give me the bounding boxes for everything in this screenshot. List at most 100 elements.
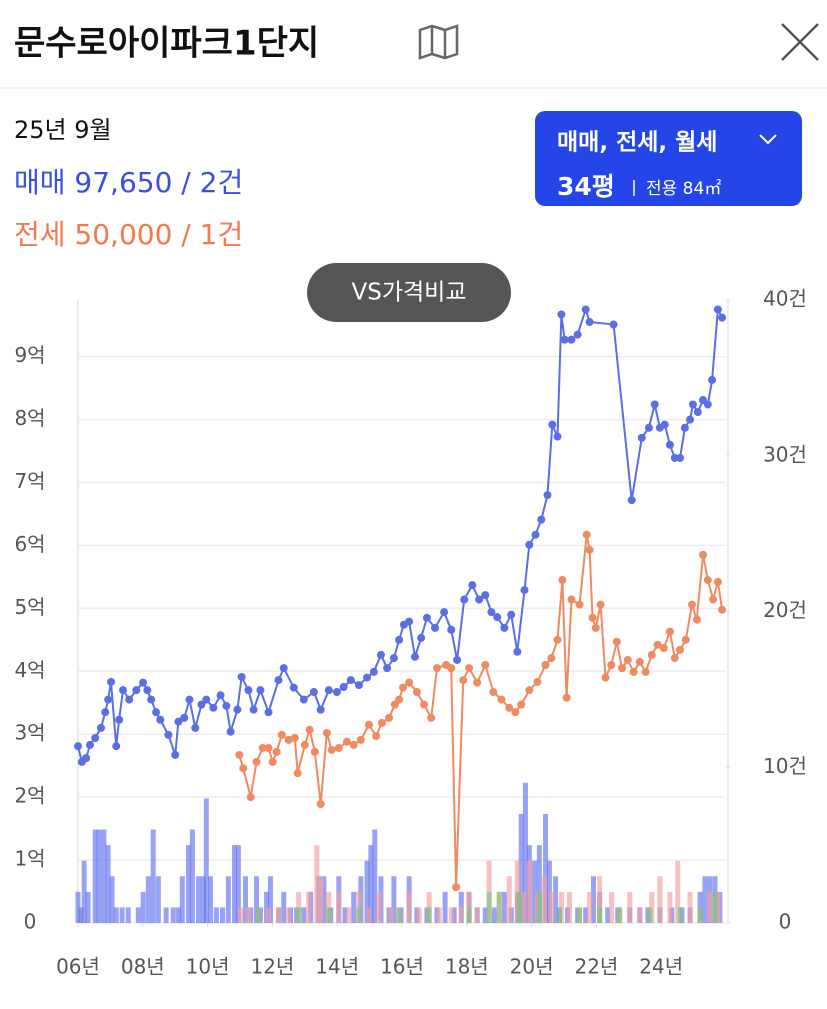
price-point <box>258 744 267 753</box>
y2-tick-label: 20건 <box>763 598 807 622</box>
price-point <box>507 610 516 619</box>
price-point <box>252 757 261 766</box>
price-point <box>520 586 529 595</box>
volume-bar <box>702 876 708 923</box>
volume-bar <box>482 907 488 923</box>
y2-tick-label: 30건 <box>763 442 807 466</box>
price-point <box>698 550 707 559</box>
price-point <box>369 667 378 676</box>
price-point <box>290 733 299 742</box>
y-tick-label: 7억 <box>14 469 45 493</box>
volume-bar <box>536 891 542 923</box>
compare-button[interactable]: VS가격비교 <box>307 263 511 322</box>
price-point <box>101 708 110 717</box>
volume-bar <box>466 907 472 923</box>
volume-bar <box>587 891 593 923</box>
jeonse-summary: 전세 50,000 / 1건 <box>14 218 243 251</box>
price-point <box>525 686 534 695</box>
volume-bar <box>203 798 209 923</box>
volume-bar <box>526 860 532 923</box>
price-point <box>85 740 94 749</box>
filter-bg <box>535 111 802 206</box>
volume-bar <box>605 907 611 923</box>
price-point <box>517 700 526 709</box>
title: 문수로아이파크1단지 <box>14 24 319 64</box>
price-point <box>460 595 469 604</box>
price-point <box>627 496 636 505</box>
price-point <box>560 335 569 344</box>
price-point <box>395 695 404 704</box>
price-point <box>681 635 690 644</box>
volume-bar <box>225 876 231 923</box>
price-point <box>665 627 674 636</box>
price-point <box>650 400 659 409</box>
volume-bar <box>436 907 442 923</box>
price-point <box>596 600 605 609</box>
volume-bar <box>617 907 623 923</box>
price-point <box>641 667 650 676</box>
close-button[interactable] <box>781 23 819 61</box>
price-point <box>412 688 421 697</box>
y2-tick-label: 10건 <box>763 754 807 778</box>
price-point <box>233 705 242 714</box>
price-point <box>104 695 113 704</box>
price-point <box>284 735 293 744</box>
volume-bar <box>326 907 332 923</box>
price-point <box>383 664 392 673</box>
volume-bar <box>78 907 84 923</box>
price-point <box>703 400 712 409</box>
price-point <box>185 695 194 704</box>
volume-bar <box>113 907 119 923</box>
price-point <box>547 654 556 663</box>
volume-bar <box>376 891 382 923</box>
price-point <box>713 305 722 314</box>
price-point <box>543 491 552 500</box>
price-point <box>299 695 308 704</box>
volume-bar <box>458 907 464 923</box>
map-icon[interactable] <box>418 24 459 60</box>
price-point <box>644 423 653 432</box>
price-point <box>244 686 253 695</box>
price-point <box>548 420 557 429</box>
price-point <box>427 713 436 722</box>
volume-bar <box>150 829 156 923</box>
price-point <box>216 691 225 700</box>
price-point <box>601 673 610 682</box>
price-point <box>567 595 576 604</box>
price-point <box>708 375 717 384</box>
price-point <box>152 708 161 717</box>
price-point <box>264 744 273 753</box>
price-point <box>481 591 490 600</box>
filter-button[interactable]: 매매, 전세, 월세 34평 전용 84㎡ <box>535 111 802 206</box>
volume-bar <box>627 891 633 923</box>
volume-bar <box>396 907 402 923</box>
price-point <box>609 320 618 329</box>
price-point <box>647 650 656 659</box>
volume-bar <box>543 813 549 923</box>
price-point <box>525 540 534 549</box>
volume-bar <box>542 876 548 923</box>
price-point <box>585 318 594 327</box>
price-point <box>670 654 679 663</box>
price-point <box>119 686 128 695</box>
chevron <box>759 134 777 145</box>
volume-bar <box>281 891 287 923</box>
price-point <box>322 728 331 737</box>
price-point <box>487 608 496 617</box>
price-point <box>139 678 148 687</box>
price-point <box>440 608 449 617</box>
volume-bar <box>105 845 111 923</box>
volume-bar <box>238 907 244 923</box>
price-point <box>246 793 255 802</box>
volume-bar <box>536 845 542 923</box>
price-point <box>342 737 351 746</box>
price-point <box>703 576 712 585</box>
x-tick-label: 16년 <box>380 955 424 979</box>
volume-bar <box>548 891 554 923</box>
filter-size: 34평 <box>557 172 615 201</box>
price-point <box>493 613 502 622</box>
price-point <box>475 595 484 604</box>
volume-bar <box>314 845 320 923</box>
volume-bar <box>486 891 492 923</box>
